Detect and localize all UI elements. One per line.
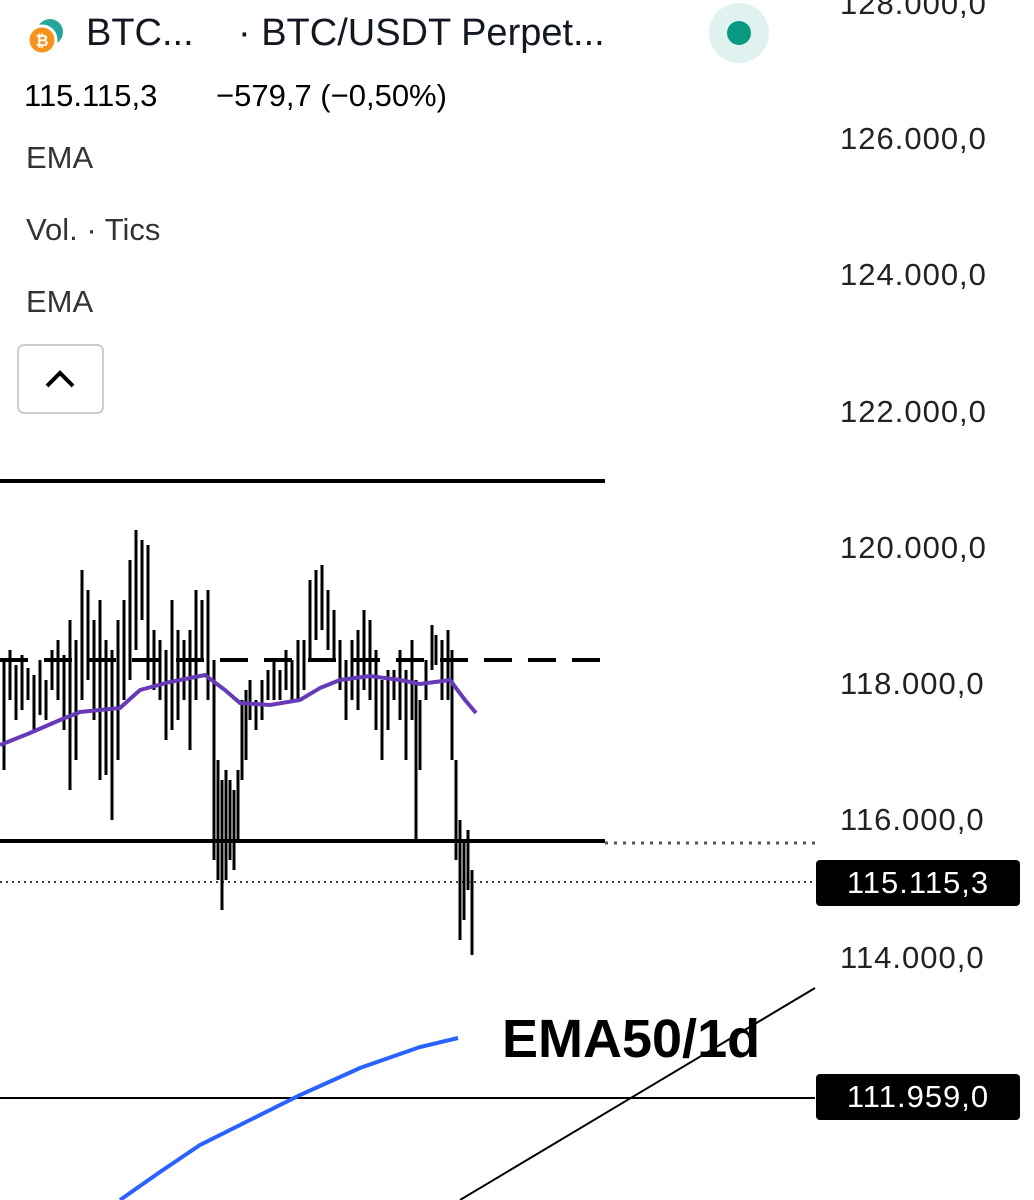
axis-label: 122.000,0 (840, 394, 987, 429)
trend-line (459, 987, 816, 1200)
status-dot (727, 21, 751, 45)
axis-label: 114.000,0 (840, 940, 985, 975)
indicator[interactable]: Vol. · Tics (26, 212, 161, 247)
indicator[interactable]: EMA (26, 140, 94, 175)
symbol: BTC... (86, 12, 194, 54)
annotation: EMA50/1d (502, 1009, 761, 1069)
candles (2, 530, 474, 955)
price-tag: 111.959,0 (816, 1074, 1020, 1120)
ema50-line (118, 1036, 459, 1200)
price-tag: 115.115,3 (816, 860, 1020, 906)
btc-glyph: ₿ (35, 32, 48, 50)
axis-label: 116.000,0 (840, 802, 985, 837)
axis-label: 118.000,0 (840, 666, 985, 701)
chevron-up (45, 370, 75, 388)
axis-label: 120.000,0 (840, 530, 987, 565)
axis-label: 124.000,0 (840, 257, 987, 292)
price: 115.115,3 (24, 78, 158, 113)
ema-line (0, 672, 478, 747)
collapse-button[interactable] (17, 344, 104, 414)
axis-label: 126.000,0 (840, 121, 987, 156)
pair: · BTC/USDT Perpet... (238, 12, 605, 54)
axis-label: 128.000,0 (840, 0, 987, 21)
indicator[interactable]: EMA (26, 284, 94, 319)
change: −579,7 (−0,50%) (216, 78, 447, 113)
btc-icon (26, 24, 58, 56)
